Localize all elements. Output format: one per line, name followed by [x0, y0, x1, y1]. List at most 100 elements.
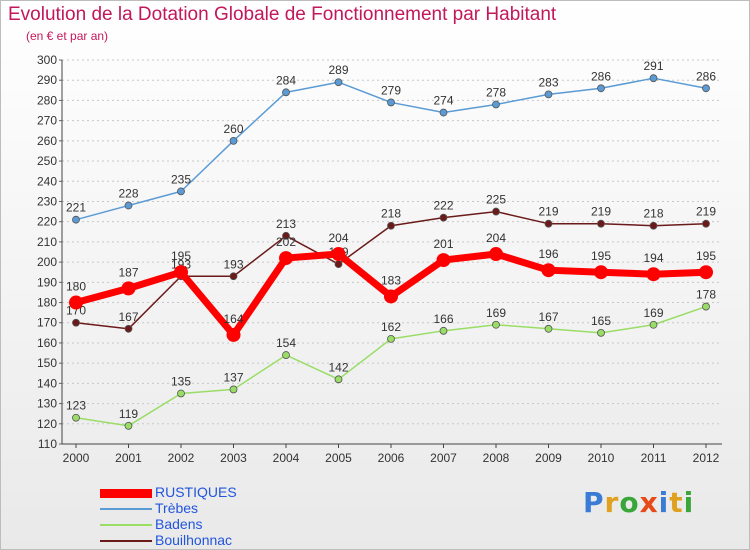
data-label: 213	[276, 217, 296, 231]
data-point	[229, 385, 238, 394]
data-label: 135	[171, 374, 191, 388]
data-point	[649, 221, 658, 230]
data-point	[489, 247, 503, 262]
data-label: 221	[66, 201, 86, 215]
data-point	[492, 320, 500, 329]
y-tick-label: 240	[37, 174, 57, 188]
data-label: 222	[433, 199, 453, 213]
data-point	[387, 221, 395, 230]
data-point	[384, 289, 398, 304]
data-label: 196	[538, 247, 558, 261]
data-label: 169	[643, 306, 663, 320]
data-point	[124, 324, 133, 333]
y-tick-label: 250	[37, 154, 57, 168]
y-tick-label: 270	[37, 114, 57, 128]
x-tick-label: 2008	[483, 451, 510, 465]
x-tick-label: 2003	[220, 451, 247, 465]
data-label: 286	[696, 69, 716, 83]
y-tick-label: 200	[37, 255, 57, 269]
data-label: 178	[696, 288, 716, 302]
data-point	[597, 84, 605, 93]
data-label: 193	[223, 257, 243, 271]
x-tick-label: 2002	[168, 451, 195, 465]
data-label: 218	[643, 207, 663, 221]
data-label: 162	[381, 320, 401, 334]
y-tick-label: 160	[37, 336, 57, 350]
data-point	[597, 219, 605, 228]
y-tick-label: 180	[37, 296, 57, 310]
data-point	[279, 251, 293, 266]
data-point	[282, 231, 290, 240]
data-label: 195	[171, 249, 191, 263]
y-tick-label: 140	[37, 376, 57, 390]
data-label: 123	[66, 399, 86, 413]
data-point	[174, 265, 188, 280]
data-label: 201	[433, 237, 453, 251]
data-point	[121, 281, 136, 296]
data-point	[229, 136, 238, 145]
data-label: 137	[223, 370, 243, 384]
data-point	[594, 265, 608, 280]
x-tick-label: 2007	[430, 451, 457, 465]
legend-swatch	[100, 508, 152, 510]
data-point	[72, 318, 80, 327]
data-point	[492, 100, 500, 109]
x-tick-label: 2006	[378, 451, 405, 465]
data-label: 286	[591, 69, 611, 83]
data-point	[282, 351, 290, 359]
data-point	[699, 265, 713, 280]
data-label: 195	[591, 249, 611, 263]
y-tick-label: 230	[37, 194, 57, 208]
x-tick-label: 2012	[693, 451, 720, 465]
data-label: 165	[591, 314, 611, 328]
y-tick-label: 210	[37, 235, 57, 249]
y-tick-label: 150	[37, 356, 57, 370]
data-point	[649, 320, 658, 329]
data-point	[124, 201, 133, 210]
legend-label: Bouilhonnac	[155, 532, 233, 548]
data-label: 194	[643, 251, 663, 265]
data-point	[72, 413, 80, 422]
legend-label: Trèbes	[155, 500, 199, 516]
data-point	[646, 267, 661, 282]
data-label: 204	[486, 231, 506, 245]
data-label: 195	[696, 249, 716, 263]
y-tick-label: 120	[37, 417, 57, 431]
data-label: 169	[486, 306, 506, 320]
data-label: 228	[118, 187, 138, 201]
data-label: 284	[276, 73, 296, 87]
data-label: 154	[276, 336, 296, 350]
data-point	[702, 302, 710, 311]
x-tick-label: 2000	[63, 451, 90, 465]
legend-swatch	[100, 540, 152, 542]
data-label: 219	[538, 205, 558, 219]
data-point	[702, 84, 710, 93]
data-label: 279	[381, 83, 401, 97]
data-point	[226, 327, 241, 342]
y-tick-label: 190	[37, 275, 57, 289]
chart-subtitle: (en € et par an)	[26, 29, 109, 43]
data-label: 283	[538, 75, 558, 89]
legend-swatch	[100, 489, 152, 498]
data-label: 274	[433, 94, 453, 108]
data-label: 204	[328, 231, 348, 245]
y-tick-label: 220	[37, 215, 57, 229]
data-label: 164	[223, 312, 243, 326]
data-label: 167	[538, 310, 558, 324]
data-point	[282, 88, 290, 97]
data-point	[334, 260, 343, 269]
data-point	[544, 219, 553, 228]
data-point	[331, 247, 346, 262]
legend-label: Badens	[155, 516, 203, 532]
data-label: 291	[643, 59, 663, 73]
chart-title: Evolution de la Dotation Globale de Fonc…	[8, 4, 557, 25]
y-tick-label: 110	[38, 437, 57, 451]
data-point	[124, 421, 133, 430]
data-label: 219	[696, 205, 716, 219]
data-label: 218	[381, 207, 401, 221]
data-point	[439, 108, 448, 117]
data-label: 142	[328, 360, 348, 374]
data-label: 225	[486, 193, 506, 207]
y-tick-label: 300	[37, 53, 57, 67]
